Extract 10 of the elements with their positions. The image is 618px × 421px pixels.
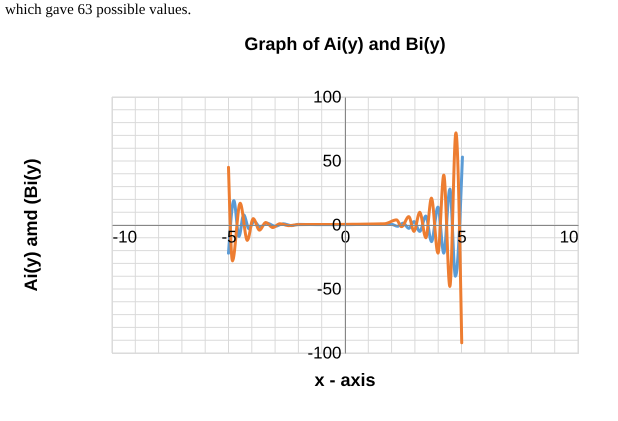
- y-tick-label: 100: [313, 88, 342, 106]
- x-tick-label: -10: [112, 228, 138, 246]
- y-axis-title: Ai(y) amd (Bi(y): [21, 158, 41, 292]
- y-tick-label: -100: [307, 344, 342, 362]
- y-tick-label: 50: [322, 152, 342, 170]
- chart-title: Graph of Ai(y) and Bi(y): [244, 34, 446, 54]
- y-tick-label: -50: [316, 280, 342, 298]
- text: which gave 63 possible values.: [5, 2, 192, 18]
- x-tick-label: 10: [560, 228, 578, 246]
- x-axis-title: x - axis: [314, 370, 376, 390]
